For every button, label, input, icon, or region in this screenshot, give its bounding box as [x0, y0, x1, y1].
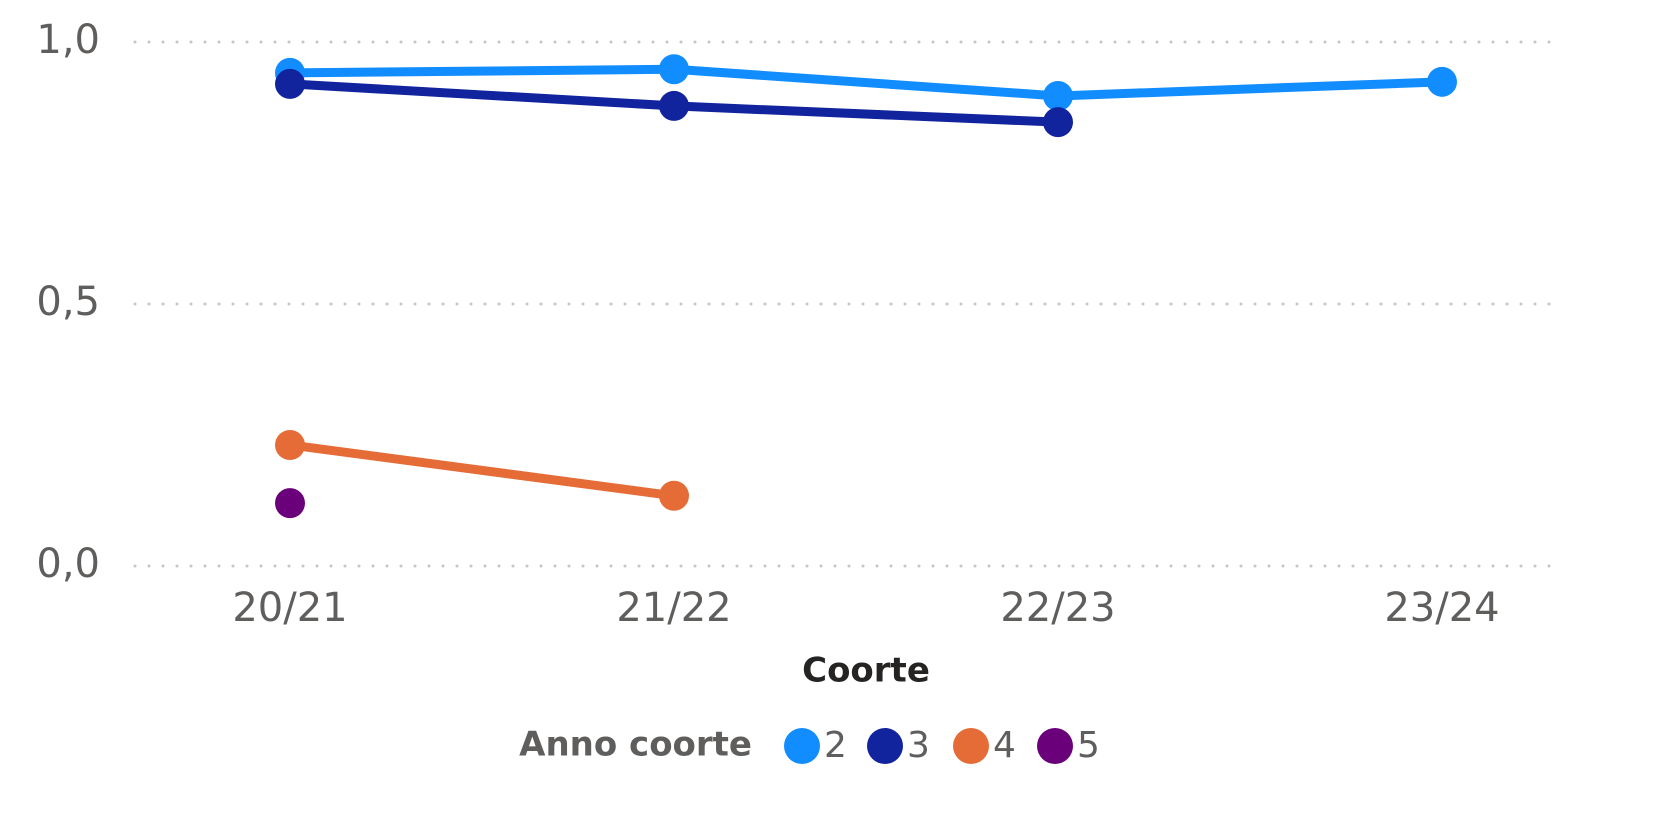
x-tick-label: 20/21: [232, 585, 347, 631]
data-point: [1427, 66, 1457, 97]
legend-label: 4: [993, 725, 1016, 766]
legend-title: Anno coorte: [519, 725, 752, 765]
y-tick-label: 1,0: [36, 17, 100, 63]
legend-marker: [867, 728, 903, 764]
legend-label: 5: [1077, 725, 1100, 766]
legend-marker: [784, 728, 820, 764]
y-tick-label: 0,0: [36, 541, 100, 587]
x-tick-label: 21/22: [616, 585, 731, 631]
data-point: [1043, 80, 1073, 111]
series-line: [289, 440, 675, 501]
data-point: [275, 429, 305, 460]
legend-marker: [953, 728, 989, 764]
data-point: [275, 488, 305, 519]
x-axis-title: Coorte: [802, 651, 930, 691]
data-point: [659, 480, 689, 511]
x-tick-label: 23/24: [1384, 585, 1499, 631]
y-tick-label: 0,5: [36, 279, 100, 325]
legend-label: 3: [907, 725, 930, 766]
legend-marker: [1037, 728, 1073, 764]
data-point: [659, 54, 689, 85]
legend-label: 2: [824, 725, 847, 766]
data-point: [1043, 107, 1073, 138]
data-point: [659, 90, 689, 121]
data-point: [275, 68, 305, 99]
x-tick-label: 22/23: [1000, 585, 1115, 631]
series-line: [289, 64, 1443, 101]
